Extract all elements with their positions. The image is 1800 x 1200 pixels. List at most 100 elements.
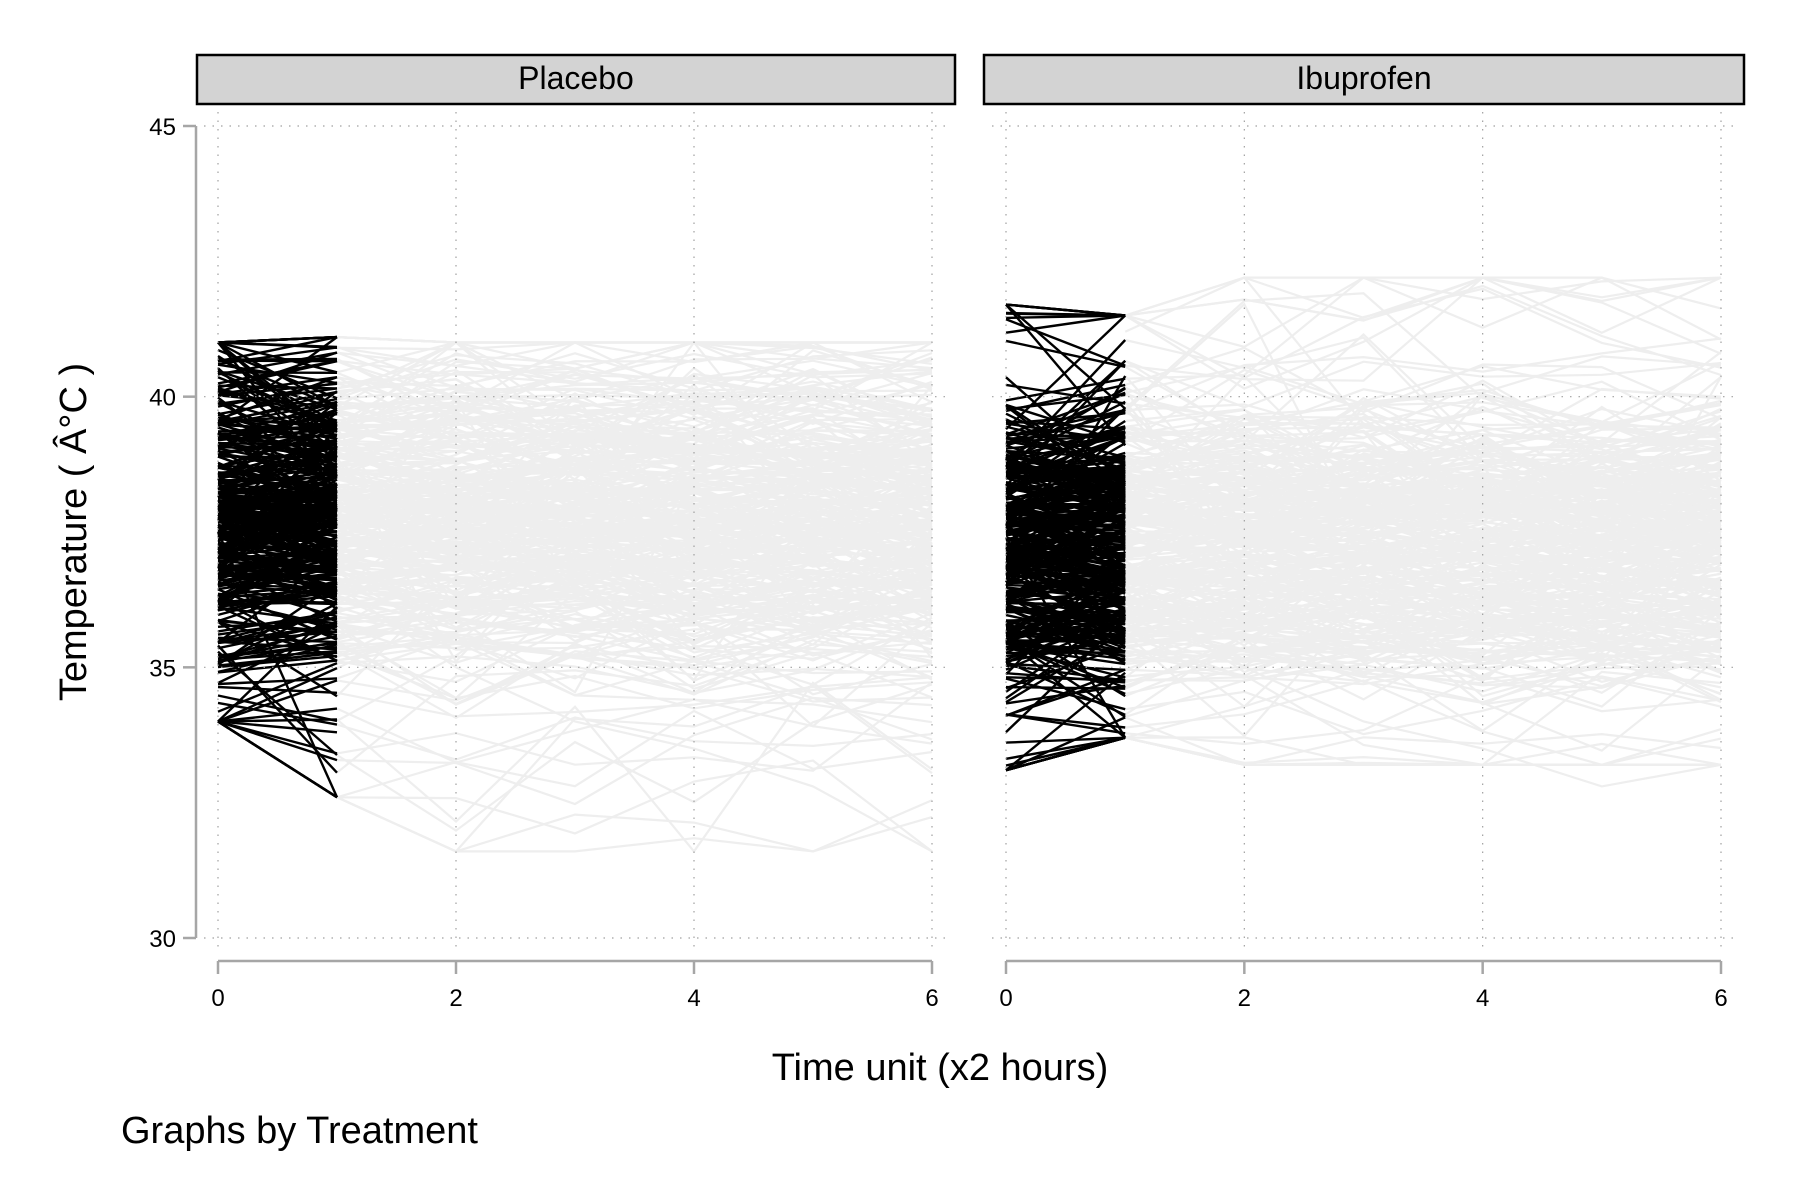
trajectory-background <box>336 506 933 682</box>
trajectory-background <box>1124 522 1722 578</box>
trajectory-background <box>336 621 933 658</box>
trajectory-highlighted <box>1005 713 1126 735</box>
trajectory-background <box>336 408 933 452</box>
trajectory-highlighted <box>1005 431 1126 530</box>
trajectory-highlighted <box>217 646 338 657</box>
trajectory-highlighted <box>1005 412 1126 425</box>
trajectory-highlighted <box>217 654 338 669</box>
trajectory-highlighted <box>217 451 338 479</box>
trajectory-highlighted <box>217 707 338 723</box>
trajectory-highlighted <box>1005 736 1126 772</box>
trajectory-background <box>336 698 933 764</box>
trajectory-highlighted <box>1005 546 1126 568</box>
trajectory-highlighted <box>217 701 338 726</box>
trajectory-background <box>1124 337 1722 415</box>
x-tick-label: 0 <box>999 985 1012 1012</box>
x-tick-label: 0 <box>211 985 224 1012</box>
trajectory-background <box>1124 553 1722 616</box>
trajectory-background <box>1124 415 1722 459</box>
highlighted-trajectories <box>216 335 339 799</box>
trajectory-background <box>1125 395 1722 460</box>
trajectory-highlighted <box>217 679 338 723</box>
trajectory-highlighted <box>217 427 338 560</box>
trajectory-background <box>336 341 933 474</box>
trajectory-background <box>1124 560 1722 657</box>
trajectory-background <box>336 759 933 853</box>
trajectory-highlighted <box>217 606 338 625</box>
trajectory-highlighted <box>1005 597 1126 635</box>
trajectory-background <box>336 502 933 582</box>
trajectory-background <box>1125 566 1722 593</box>
trajectory-highlighted <box>217 618 338 637</box>
trajectory-background <box>336 590 933 654</box>
trajectory-highlighted <box>1005 434 1126 463</box>
trajectory-highlighted <box>1005 560 1126 600</box>
trajectory-background <box>1125 676 1722 736</box>
trajectory-background <box>336 436 933 517</box>
trajectory-background <box>1124 359 1722 409</box>
trajectory-highlighted <box>217 387 338 405</box>
trajectory-background <box>1124 287 1722 380</box>
trajectory-highlighted <box>1005 303 1126 410</box>
trajectory-highlighted <box>217 369 338 452</box>
trajectory-background <box>336 384 933 454</box>
trajectory-background <box>1125 569 1722 639</box>
trajectory-highlighted <box>1005 664 1126 682</box>
trajectory-background <box>1125 407 1722 453</box>
trajectory-background <box>336 436 933 508</box>
trajectory-background <box>336 473 933 519</box>
trajectory-highlighted <box>217 667 338 723</box>
trajectory-highlighted <box>1005 314 1126 431</box>
trajectory-background <box>1124 346 1722 420</box>
trajectory-highlighted <box>217 620 338 698</box>
trajectory-highlighted <box>1005 509 1126 537</box>
trajectory-background <box>336 796 933 853</box>
facet-strip-label: Placebo <box>518 60 634 96</box>
trajectory-highlighted <box>1005 662 1126 671</box>
trajectory-highlighted <box>217 381 338 408</box>
trajectory-highlighted <box>1005 303 1126 317</box>
trajectory-highlighted <box>1005 400 1126 464</box>
background-trajectories <box>336 336 933 854</box>
trajectory-highlighted <box>217 486 338 514</box>
trajectory-background <box>336 386 933 452</box>
trajectory-background <box>336 489 933 574</box>
trajectory-background <box>336 553 933 589</box>
trajectory-highlighted <box>1005 622 1126 698</box>
trajectory-background <box>336 651 933 710</box>
x-tick-label: 2 <box>1238 985 1251 1012</box>
trajectory-highlighted <box>217 523 338 564</box>
trajectory-background <box>336 506 933 650</box>
trajectory-background <box>336 681 933 772</box>
trajectory-highlighted <box>1005 607 1126 635</box>
trajectory-highlighted <box>217 514 338 539</box>
graphs-by-note: Graphs by Treatment <box>121 1110 478 1152</box>
trajectory-background <box>336 439 933 495</box>
trajectory-highlighted <box>217 426 338 457</box>
trajectory-background <box>1124 597 1722 674</box>
facet-strip <box>195 53 957 106</box>
trajectory-background <box>1124 471 1722 502</box>
y-tick-label: 45 <box>149 114 176 141</box>
trajectory-background <box>1125 276 1722 382</box>
trajectory-highlighted <box>1005 513 1126 558</box>
trajectory-background <box>1124 612 1722 671</box>
trajectory-background <box>336 652 933 702</box>
x-tick-label: 2 <box>449 985 462 1012</box>
trajectory-highlighted <box>217 611 338 633</box>
trajectory-highlighted <box>1005 555 1126 565</box>
trajectory-background <box>336 397 933 478</box>
trajectory-background <box>1124 667 1722 739</box>
trajectory-highlighted <box>217 624 338 685</box>
trajectory-background <box>1124 633 1722 695</box>
trajectory-highlighted <box>216 531 339 798</box>
trajectory-highlighted <box>1005 434 1126 490</box>
trajectory-highlighted <box>1005 514 1126 529</box>
trajectory-background <box>336 620 933 720</box>
trajectory-background <box>336 341 933 413</box>
trajectory-background <box>336 709 933 799</box>
trajectory-highlighted <box>217 518 338 529</box>
trajectory-highlighted <box>217 341 338 487</box>
trajectory-background <box>1124 716 1722 766</box>
